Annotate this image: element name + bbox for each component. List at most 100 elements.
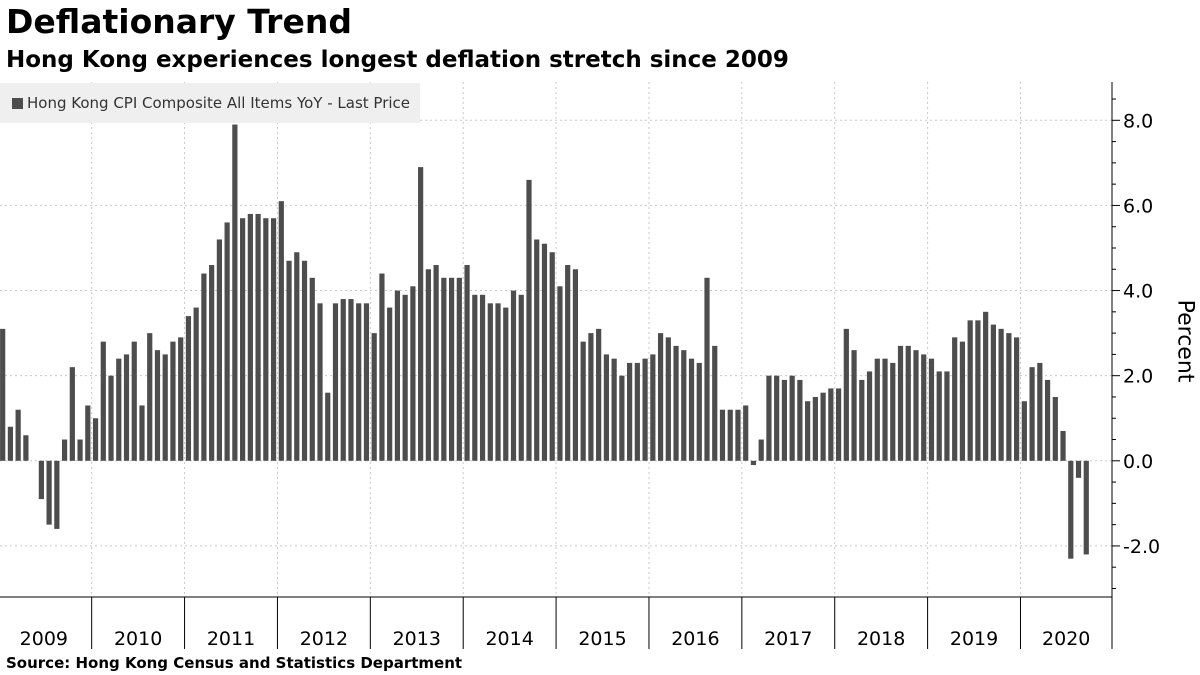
bar — [975, 320, 981, 461]
bar — [472, 294, 478, 461]
bar — [805, 401, 811, 461]
bar — [1075, 460, 1082, 478]
bar — [983, 311, 989, 461]
bar — [774, 375, 780, 461]
bar — [92, 418, 99, 461]
x-tick-label: 2017 — [764, 628, 812, 650]
bar — [154, 350, 161, 461]
bar — [688, 358, 695, 461]
bar — [332, 303, 339, 461]
y-tick-label: 4.0 — [1123, 281, 1153, 303]
bar — [1083, 460, 1089, 555]
bar — [479, 294, 486, 461]
bar — [874, 358, 880, 461]
bar — [1014, 337, 1020, 461]
chart-title: Deflationary Trend — [6, 2, 352, 41]
bar — [735, 409, 741, 461]
bar — [843, 328, 849, 461]
x-tick-label: 2016 — [671, 628, 719, 650]
bar — [216, 239, 222, 461]
bar — [603, 354, 609, 461]
bar — [23, 435, 29, 461]
bar — [952, 337, 958, 461]
bar — [201, 273, 207, 461]
bar — [820, 392, 826, 461]
bar — [936, 371, 942, 461]
bar — [766, 375, 772, 461]
y-tick-label: 2.0 — [1123, 366, 1153, 388]
bar — [170, 341, 176, 461]
bar — [557, 286, 563, 461]
bar — [15, 409, 21, 461]
bar — [812, 396, 818, 461]
bar — [363, 303, 370, 461]
bar — [510, 290, 517, 461]
x-tick-label: 2012 — [300, 628, 348, 650]
bar — [325, 392, 331, 461]
bar — [38, 460, 44, 500]
bar — [286, 260, 292, 461]
bar — [0, 328, 6, 461]
bar — [85, 405, 91, 461]
bar — [487, 303, 493, 461]
bar — [650, 354, 656, 461]
y-tick-label: -2.0 — [1123, 536, 1160, 558]
x-tick-label: 2019 — [950, 628, 998, 650]
legend-label: Hong Kong CPI Composite All Items YoY - … — [27, 94, 411, 112]
axes: 8.0 6.0 4.0 2.0 0.0 -2.0 2009 2010 2011 2012 2013 2… — [0, 82, 1160, 650]
bar — [379, 273, 385, 461]
x-tick-label: 2020 — [1042, 628, 1090, 650]
bar — [851, 350, 857, 461]
bar — [928, 358, 935, 461]
y-tick-label: 8.0 — [1123, 110, 1153, 132]
bar — [348, 299, 354, 461]
bar — [1006, 333, 1012, 461]
bar — [1021, 401, 1027, 461]
y-axis-label: Percent — [1172, 299, 1198, 383]
bar — [743, 405, 749, 461]
bar — [921, 354, 927, 461]
bar — [441, 277, 447, 461]
y-tick-label: 6.0 — [1123, 195, 1153, 217]
bar — [418, 167, 424, 461]
bar — [580, 341, 586, 461]
bar — [240, 218, 246, 461]
bar — [719, 409, 726, 461]
bar — [696, 362, 702, 461]
bar — [541, 243, 548, 461]
bar — [998, 328, 1004, 461]
bar — [340, 299, 346, 461]
chart-subtitle: Hong Kong experiences longest deflation … — [6, 47, 789, 73]
bar — [247, 213, 253, 461]
x-tick-label: 2013 — [393, 628, 441, 650]
bar — [835, 388, 842, 461]
bar — [433, 265, 439, 461]
bar — [565, 265, 571, 461]
bar — [990, 324, 996, 461]
bar — [1060, 431, 1066, 461]
bar — [123, 354, 130, 461]
bar — [526, 179, 532, 461]
bar — [270, 218, 277, 461]
bar — [77, 439, 83, 461]
source-note: Source: Hong Kong Census and Statistics … — [6, 654, 463, 672]
bar — [255, 213, 261, 461]
bar — [61, 439, 68, 461]
bar — [657, 333, 664, 461]
x-tick-label: 2015 — [578, 628, 626, 650]
bar — [890, 362, 896, 461]
bars — [0, 124, 1089, 559]
bar — [224, 222, 230, 461]
bar — [750, 460, 757, 466]
bar — [193, 307, 199, 461]
bar — [665, 337, 671, 461]
bar — [634, 362, 640, 461]
bar — [913, 350, 919, 461]
bar — [278, 201, 284, 461]
bar — [410, 286, 416, 461]
bar — [518, 294, 524, 461]
bar — [727, 409, 733, 461]
bar — [402, 294, 408, 461]
gridlines — [0, 82, 1112, 597]
